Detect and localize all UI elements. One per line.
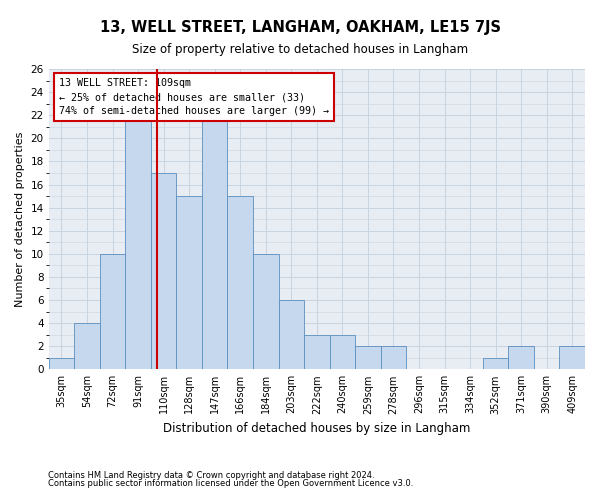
Bar — [176, 196, 202, 370]
Text: 13, WELL STREET, LANGHAM, OAKHAM, LE15 7JS: 13, WELL STREET, LANGHAM, OAKHAM, LE15 7… — [100, 20, 500, 35]
Text: Contains HM Land Registry data © Crown copyright and database right 2024.: Contains HM Land Registry data © Crown c… — [48, 471, 374, 480]
Text: Contains public sector information licensed under the Open Government Licence v3: Contains public sector information licen… — [48, 478, 413, 488]
Bar — [74, 323, 100, 370]
Bar — [253, 254, 278, 370]
Bar — [355, 346, 380, 370]
Bar — [151, 173, 176, 370]
Bar — [278, 300, 304, 370]
Bar — [329, 334, 355, 370]
Text: Size of property relative to detached houses in Langham: Size of property relative to detached ho… — [132, 42, 468, 56]
Bar — [508, 346, 534, 370]
Bar — [49, 358, 74, 370]
X-axis label: Distribution of detached houses by size in Langham: Distribution of detached houses by size … — [163, 422, 470, 435]
Bar — [125, 115, 151, 370]
Bar — [227, 196, 253, 370]
Bar — [559, 346, 585, 370]
Text: 13 WELL STREET: 109sqm
← 25% of detached houses are smaller (33)
74% of semi-det: 13 WELL STREET: 109sqm ← 25% of detached… — [59, 78, 329, 116]
Bar — [380, 346, 406, 370]
Bar — [304, 334, 329, 370]
Bar — [202, 115, 227, 370]
Y-axis label: Number of detached properties: Number of detached properties — [15, 132, 25, 307]
Bar — [100, 254, 125, 370]
Bar — [483, 358, 508, 370]
